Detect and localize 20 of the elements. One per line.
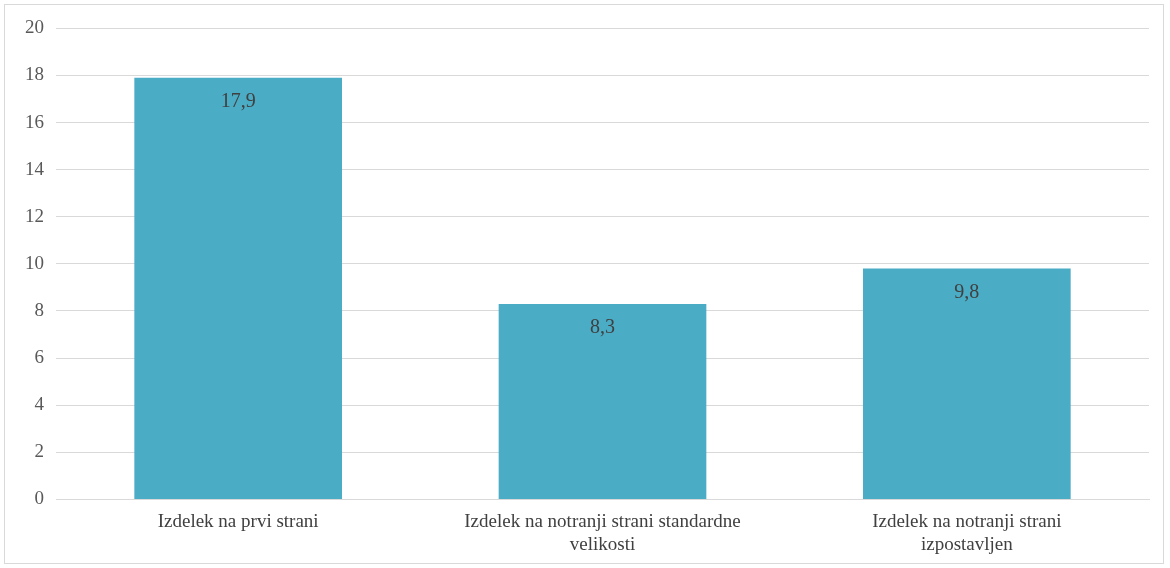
y-tick-label: 20 xyxy=(25,16,44,38)
y-tick-label: 14 xyxy=(25,157,45,179)
x-tick-label: Izdelek na notranji strani standardne velikosti xyxy=(464,509,741,554)
y-tick-label: 10 xyxy=(25,251,44,273)
bar xyxy=(134,77,342,499)
bar xyxy=(498,303,707,499)
data-label: 9,8 xyxy=(954,279,980,302)
data-label: 17,9 xyxy=(220,89,256,112)
y-tick-label: 12 xyxy=(25,204,44,226)
y-tick-label: 0 xyxy=(34,487,44,509)
x-tick-label: Izdelek na notranji strani izpostavljen xyxy=(872,509,1062,554)
y-tick-label: 4 xyxy=(34,393,45,415)
y-tick-label: 8 xyxy=(34,298,44,320)
y-tick-label: 16 xyxy=(25,110,44,132)
bar xyxy=(863,268,1071,499)
data-label: 8,3 xyxy=(590,315,615,338)
y-tick-label: 2 xyxy=(34,440,44,462)
y-tick-label: 18 xyxy=(25,63,44,85)
y-tick-label: 6 xyxy=(34,346,44,368)
x-tick-label: Izdelek na prvi strani xyxy=(157,509,319,531)
